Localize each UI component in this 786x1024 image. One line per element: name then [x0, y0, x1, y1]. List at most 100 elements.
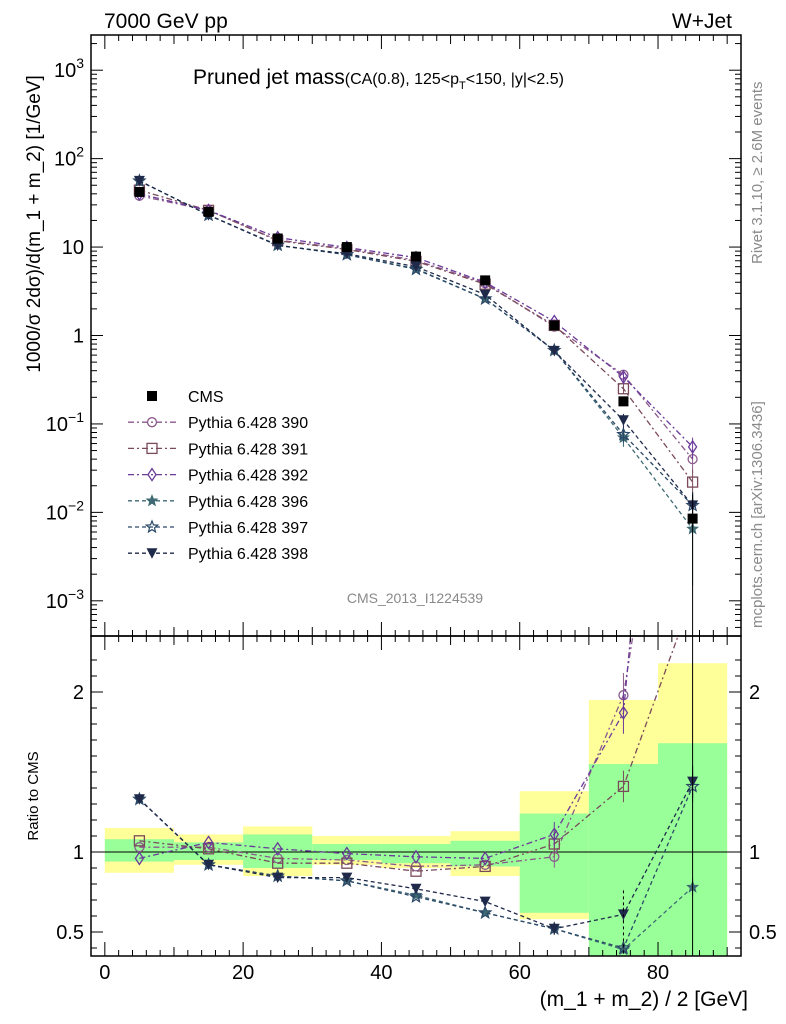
- plot-title-sub-T: T: [459, 80, 466, 92]
- main-ytick-label-4: 10: [62, 237, 84, 259]
- main-panel: [132, 173, 700, 636]
- band-inner-4: [381, 844, 451, 864]
- energy-label: 7000 GeV pp: [104, 10, 228, 33]
- plot-title-sub: (CA(0.8), 125<p: [345, 71, 459, 88]
- data-point-7: [618, 396, 629, 407]
- main-point-4-7: [616, 426, 631, 441]
- main-ytick-base-4: 10: [62, 237, 84, 259]
- ratio-ytick-label-right-0: 0.5: [749, 922, 777, 944]
- main-ytick-label-1: 10−2: [46, 497, 84, 524]
- ratio-point-1-4: [410, 865, 422, 877]
- legend-label-3: Pythia 6.428 392: [188, 468, 308, 485]
- x-tick-label-3: 60: [509, 962, 531, 984]
- main-ytick-base-0: 10: [46, 591, 68, 613]
- ratio-series-line-2: [139, 636, 632, 860]
- legend-marker-3: [147, 467, 157, 482]
- ratio-point-5-0: [133, 794, 145, 805]
- ratio-series-line-1: [139, 636, 679, 872]
- ratio-point-2-6: [549, 827, 560, 842]
- main-ytick-base-3: 1: [73, 326, 84, 348]
- ratio-ytick-label-right-1: 1: [749, 842, 760, 864]
- x-tick-label-0: 0: [99, 962, 110, 984]
- main-ytick-label-5: 102: [54, 144, 84, 171]
- ratio-point-4-4: [408, 889, 424, 904]
- ratio-point-2-5: [480, 851, 490, 866]
- main-series-line-2: [139, 193, 694, 448]
- data-point-3: [341, 242, 352, 253]
- main-point-5-5: [479, 289, 491, 301]
- main-ytick-base-1: 10: [46, 502, 68, 524]
- ratio-ytick-label-left-2: 2: [73, 682, 84, 704]
- legend: CMS Pythia 6.428 390 Pythia 6.428 391 Pythi…: [128, 389, 308, 563]
- main-ytick-label-2: 10−1: [46, 409, 84, 436]
- ratio-ytick-label-left-0: 0.5: [56, 922, 84, 944]
- main-series-line-1: [139, 189, 694, 483]
- ratio-point-2-2: [272, 841, 283, 856]
- legend-marker-6: [146, 548, 158, 559]
- ratio-point-1-2: [272, 857, 284, 869]
- main-point-5-7: [617, 415, 629, 426]
- main-ytick-base-5: 10: [54, 149, 76, 171]
- legend-label-4: Pythia 6.428 396: [188, 494, 308, 511]
- plot-title-sub-rest: <150, |y|<2.5): [466, 71, 564, 88]
- ratio-point-2-0: [134, 851, 145, 866]
- x-tick-label-2: 40: [370, 962, 392, 984]
- ratio-point-5-2: [272, 872, 284, 884]
- plot-title: Pruned jet mass(CA(0.8), 125<pT<150, |y|…: [193, 66, 564, 92]
- ratio-point-2-1: [203, 835, 214, 850]
- main-point-5-4: [410, 261, 422, 273]
- main-point-2-7: [618, 369, 629, 385]
- ratio-point-1-7: [617, 780, 630, 793]
- ratio-point-2-7: [618, 705, 629, 720]
- ratio-point-5-1: [203, 859, 215, 871]
- mcplots-note: mcplots.cern.ch [arXiv:1306.3436]: [749, 401, 766, 628]
- process-label: W+Jet: [672, 10, 732, 33]
- main-series-line-5: [139, 180, 694, 506]
- main-ytick-label-0: 10−3: [46, 586, 84, 613]
- ratio-point-2-4: [411, 849, 421, 864]
- legend-label-0: CMS: [188, 389, 224, 406]
- x-axis-title: (m_1 + m_2) / 2 [GeV]: [540, 988, 748, 1011]
- main-y-axis-title: 1000/σ 2dσ)/d(m_1 + m_2) [1/GeV]: [24, 75, 45, 373]
- ratio-point-4-5: [477, 905, 493, 920]
- legend-marker-2: [146, 442, 158, 455]
- ratio-series-line-0: [139, 636, 634, 868]
- main-point-4-5: [477, 291, 493, 306]
- data-point-2: [272, 233, 283, 244]
- band-inner-0: [104, 839, 174, 862]
- ratio-point-5-5: [479, 896, 491, 908]
- main-series-line-4: [139, 180, 694, 506]
- ratio-point-1-1: [202, 843, 215, 855]
- main-point-5-6: [548, 345, 560, 357]
- data-point-6: [549, 320, 560, 331]
- main-point-2-8: [687, 439, 698, 455]
- legend-label-2: Pythia 6.428 391: [188, 441, 308, 458]
- data-point-1: [203, 206, 214, 217]
- band-inner-5: [450, 840, 520, 867]
- ratio-point-3-4: [409, 888, 423, 901]
- main-point-1-8: [686, 476, 699, 488]
- ratio-ytick-label-left-1: 1: [73, 842, 84, 864]
- ratio-ytick-label-right-2: 2: [749, 682, 760, 704]
- ratio-point-5-6: [548, 923, 560, 935]
- main-ytick-exp-2: −1: [68, 409, 84, 425]
- legend-label-6: Pythia 6.428 398: [188, 546, 308, 563]
- ratio-y-axis-title: Ratio to CMS: [25, 751, 42, 840]
- rivet-note: Rivet 3.1.10, ≥ 2.6M events: [749, 82, 766, 265]
- plot-title-main: Pruned jet mass: [193, 66, 345, 89]
- analysis-id: CMS_2013_I1224539: [347, 590, 483, 606]
- ratio-point-1-3: [341, 857, 353, 869]
- x-tick-label-4: 80: [647, 962, 669, 984]
- legend-marker-4: [145, 493, 159, 507]
- ratio-point-1-5: [479, 860, 491, 873]
- main-ytick-exp-0: −3: [68, 586, 84, 602]
- main-series-line-3: [139, 180, 694, 530]
- ratio-point-1-0: [133, 835, 146, 847]
- main-ytick-base-2: 10: [46, 414, 68, 436]
- legend-marker-1: [146, 417, 158, 428]
- ratio-point-5-4: [410, 883, 422, 895]
- legend-marker-5: [144, 519, 160, 534]
- legend-marker-0: [147, 391, 157, 401]
